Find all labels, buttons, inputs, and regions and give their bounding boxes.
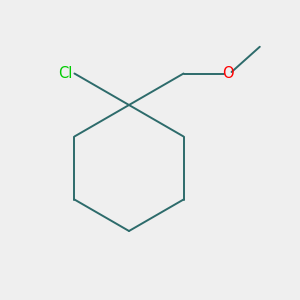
Text: O: O [222,66,233,81]
Text: Cl: Cl [58,66,73,81]
